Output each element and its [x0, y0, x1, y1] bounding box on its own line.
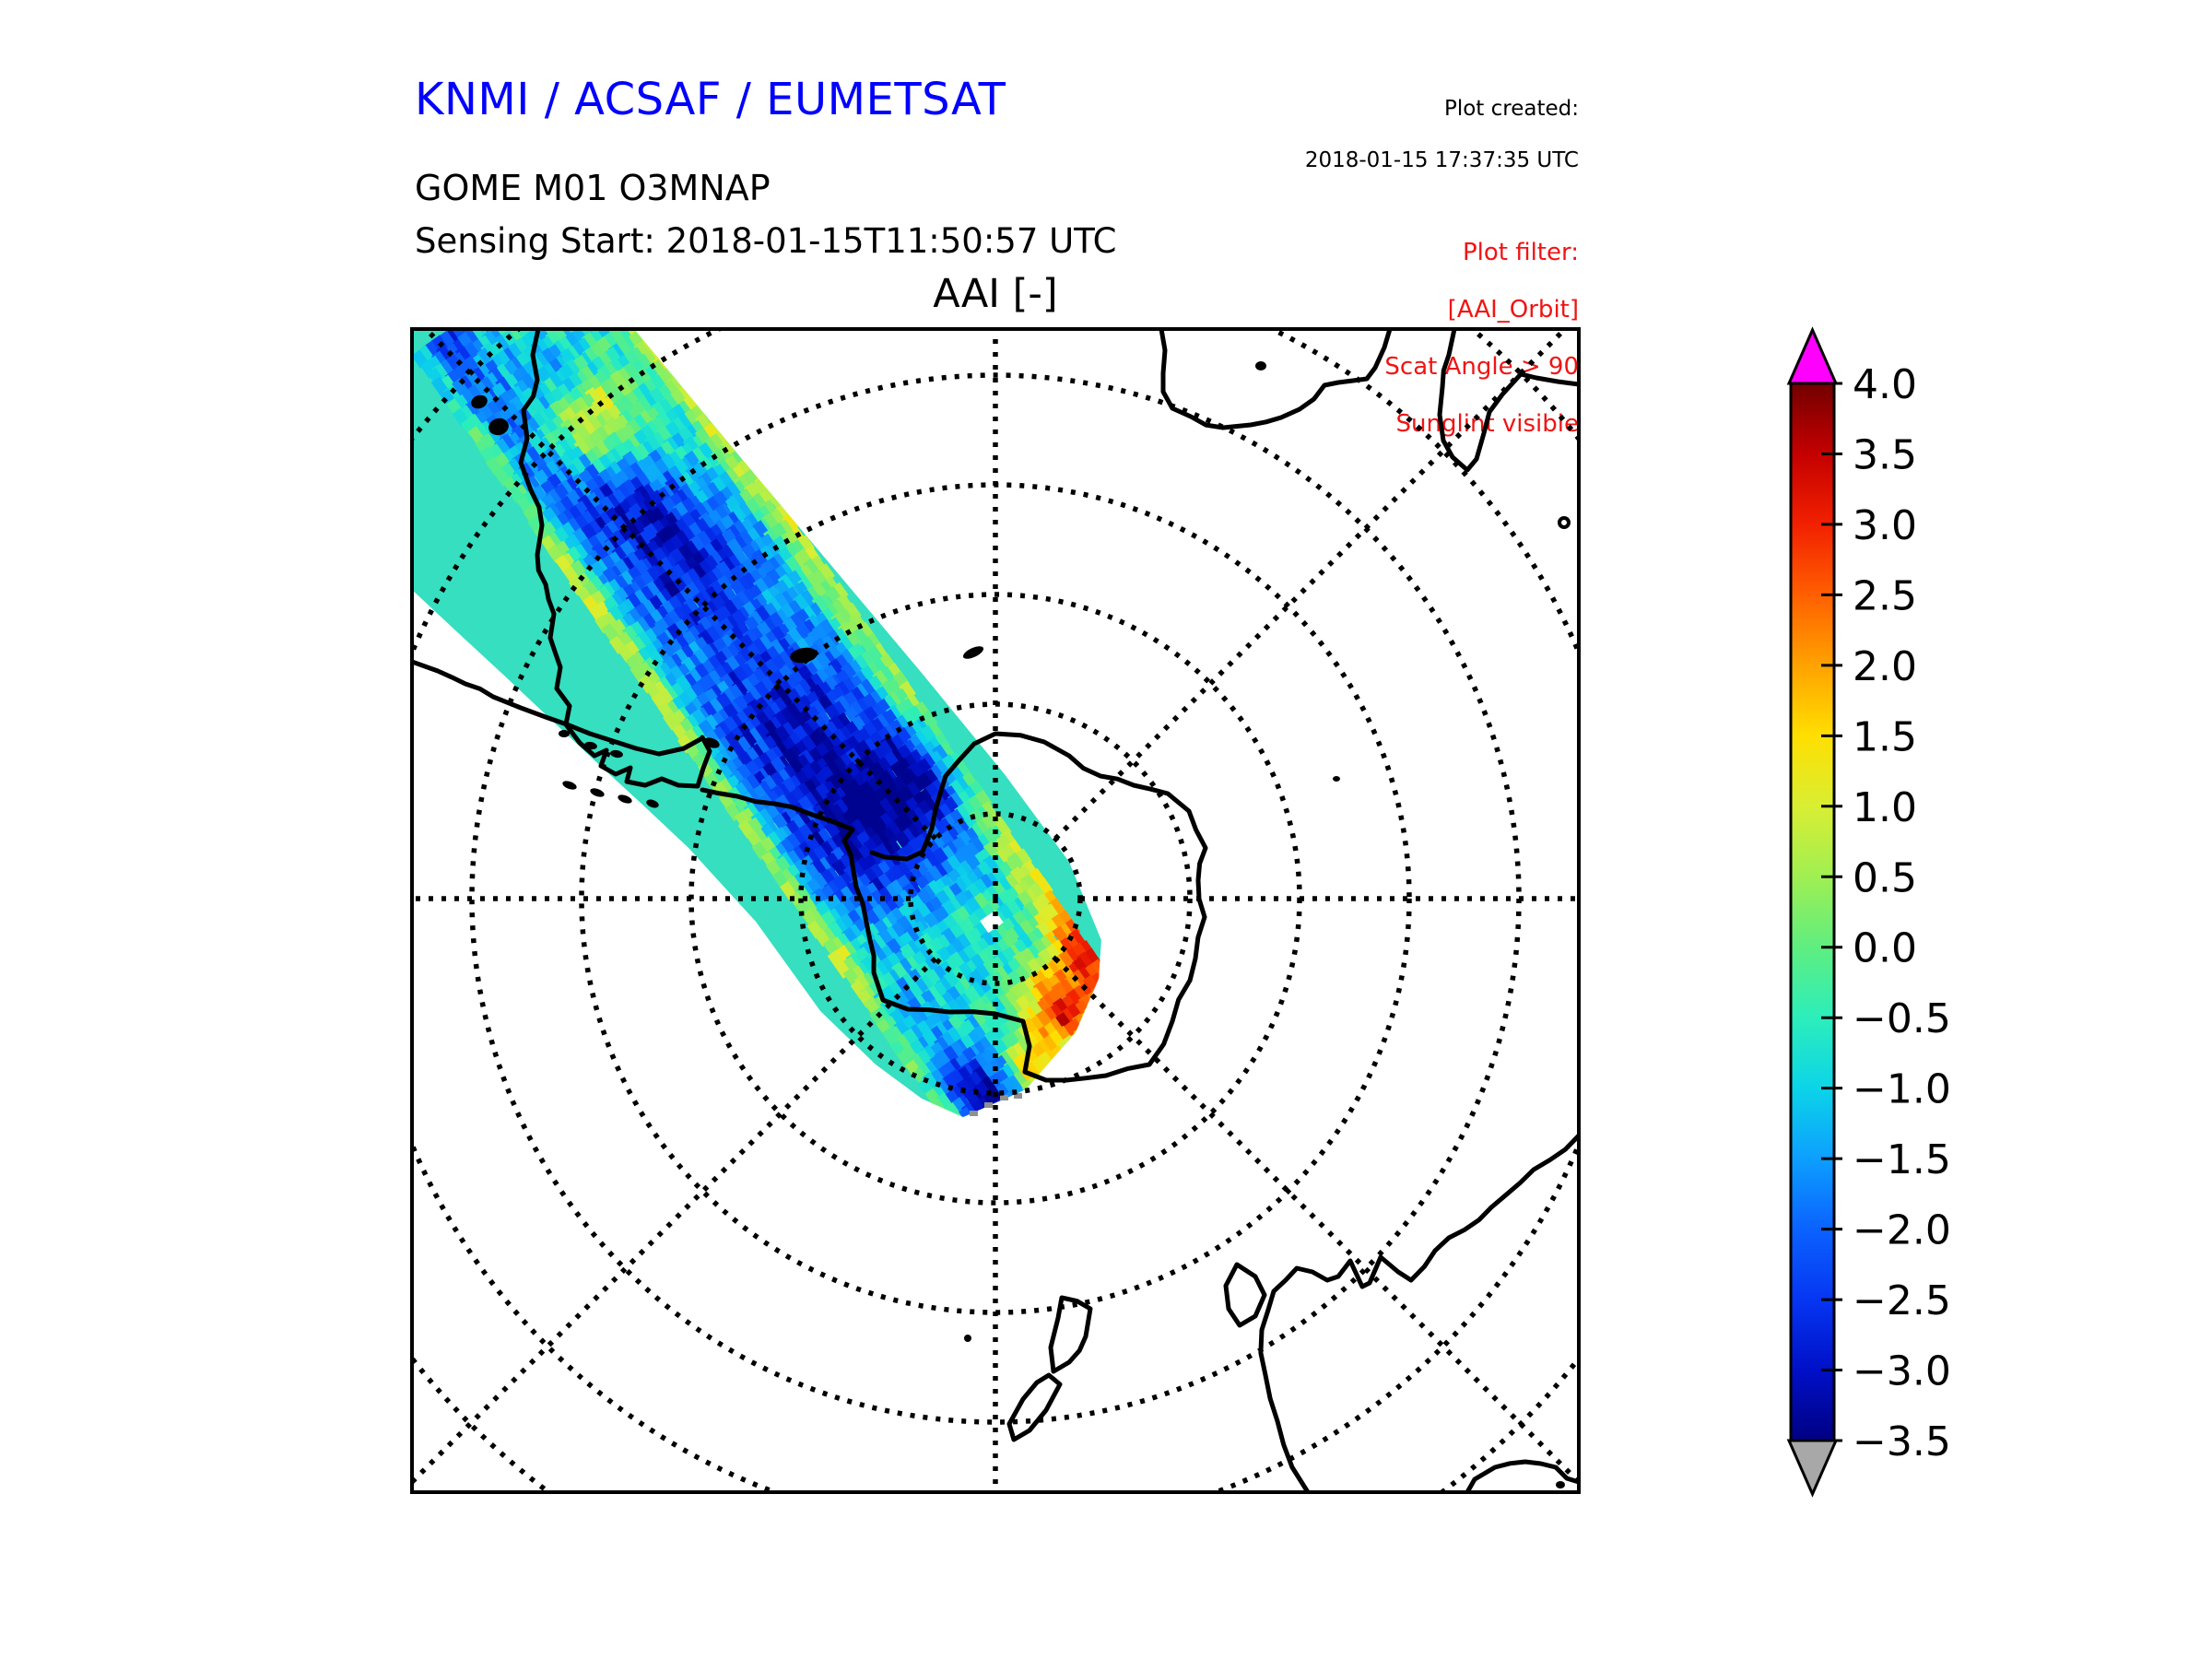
cape-horn-3	[610, 749, 623, 759]
coast-new-zealand-south	[1006, 1372, 1063, 1442]
organization-title: KNMI / ACSAF / EUMETSAT	[415, 74, 1006, 125]
south-shetland-2	[590, 788, 605, 797]
colorbar-tick-label: −1.5	[1853, 1136, 1951, 1183]
plot-created-label: Plot created:	[1443, 97, 1579, 121]
colorbar: 4.0 3.5 3.0 2.5 2.0 1.5 1.0 0.5 0.0 −0.5 −1.0 −1.5 −…	[1786, 326, 1951, 1498]
colorbar-under-arrow	[1786, 1439, 1839, 1498]
coast-tierra-del-fuego-chain	[412, 659, 705, 757]
coast-south-america-pacific-coast	[518, 329, 712, 789]
colorbar-tick-label: 1.5	[1853, 713, 1917, 760]
filter-sunglint: Sunglint visible	[1395, 410, 1579, 438]
colorbar-tick-label: 3.0	[1853, 502, 1917, 549]
colorbar-tick-label: −2.0	[1853, 1207, 1951, 1254]
coast-antarctica	[700, 731, 1208, 1083]
cape-horn-2	[584, 741, 597, 750]
chilean-island-1	[471, 394, 488, 409]
filter-scat-angle: Scat Angle > 90	[1384, 353, 1579, 381]
colorbar-gradient	[1789, 382, 1836, 1442]
island-dot-3	[964, 1335, 971, 1342]
island-dot-2	[1333, 776, 1340, 782]
filter-aai-orbit: [AAI_Orbit]	[1447, 296, 1579, 324]
cape-horn-1	[559, 730, 570, 737]
falkland-islands	[790, 647, 818, 664]
south-shetland-3	[618, 794, 632, 804]
colorbar-tick-label: −2.5	[1853, 1277, 1951, 1324]
colorbar-tick-label: −1.0	[1853, 1066, 1951, 1113]
coast-new-zealand-north	[1048, 1295, 1093, 1374]
colorbar-tick-label: −3.5	[1853, 1418, 1951, 1465]
colorbar-tick-label: −0.5	[1853, 995, 1951, 1042]
colorbar-tick-label: 3.5	[1853, 431, 1917, 478]
colorbar-tick-label: 0.0	[1853, 925, 1917, 972]
chilean-island-2	[488, 418, 509, 436]
colorbar-tick-label: 2.0	[1853, 643, 1917, 690]
coast-tasmania	[1223, 1262, 1267, 1328]
map-title: AAI [-]	[933, 271, 1058, 317]
product-name: GOME M01 O3MNAP	[415, 168, 771, 208]
coastlines	[412, 329, 1579, 1492]
sensing-start: Sensing Start: 2018-01-15T11:50:57 UTC	[415, 221, 1117, 261]
coast-australia-south-coast	[1258, 1133, 1579, 1492]
colorbar-tick-label: 1.0	[1853, 784, 1917, 831]
staten-island	[703, 737, 720, 748]
island-ring-1	[1558, 516, 1571, 529]
coast-africa-south-coast	[1159, 329, 1393, 430]
colorbar-tick-label: −3.0	[1853, 1348, 1951, 1395]
map-plot-area	[412, 329, 1579, 1492]
map-frame	[410, 327, 1581, 1494]
south-shetland-4	[646, 799, 659, 808]
plot-created-time: 2018-01-15 17:37:35 UTC	[1304, 148, 1579, 172]
island-dot-1	[1255, 361, 1266, 371]
island-dot-4	[1556, 1481, 1565, 1488]
aai-swath	[412, 329, 1101, 1117]
coast-southeast-corner-coast	[1465, 1459, 1579, 1492]
colorbar-tick-label: 2.5	[1853, 572, 1917, 619]
plot-created-note: Plot created: 2018-01-15 17:37:35 UTC	[1305, 70, 1579, 173]
coast-africa-east-madagascar	[1437, 329, 1579, 473]
colorbar-over-arrow	[1786, 326, 1839, 385]
filter-title: Plot filter:	[1462, 239, 1579, 266]
south-georgia	[962, 646, 984, 659]
plot-filter-note: Plot filter: [AAI_Orbit] Scat Angle > 90…	[1384, 210, 1579, 439]
colorbar-tick-label: 4.0	[1853, 361, 1917, 408]
south-shetland-1	[562, 781, 577, 790]
graticule	[412, 329, 1579, 1492]
colorbar-tick-label: 0.5	[1853, 854, 1917, 901]
